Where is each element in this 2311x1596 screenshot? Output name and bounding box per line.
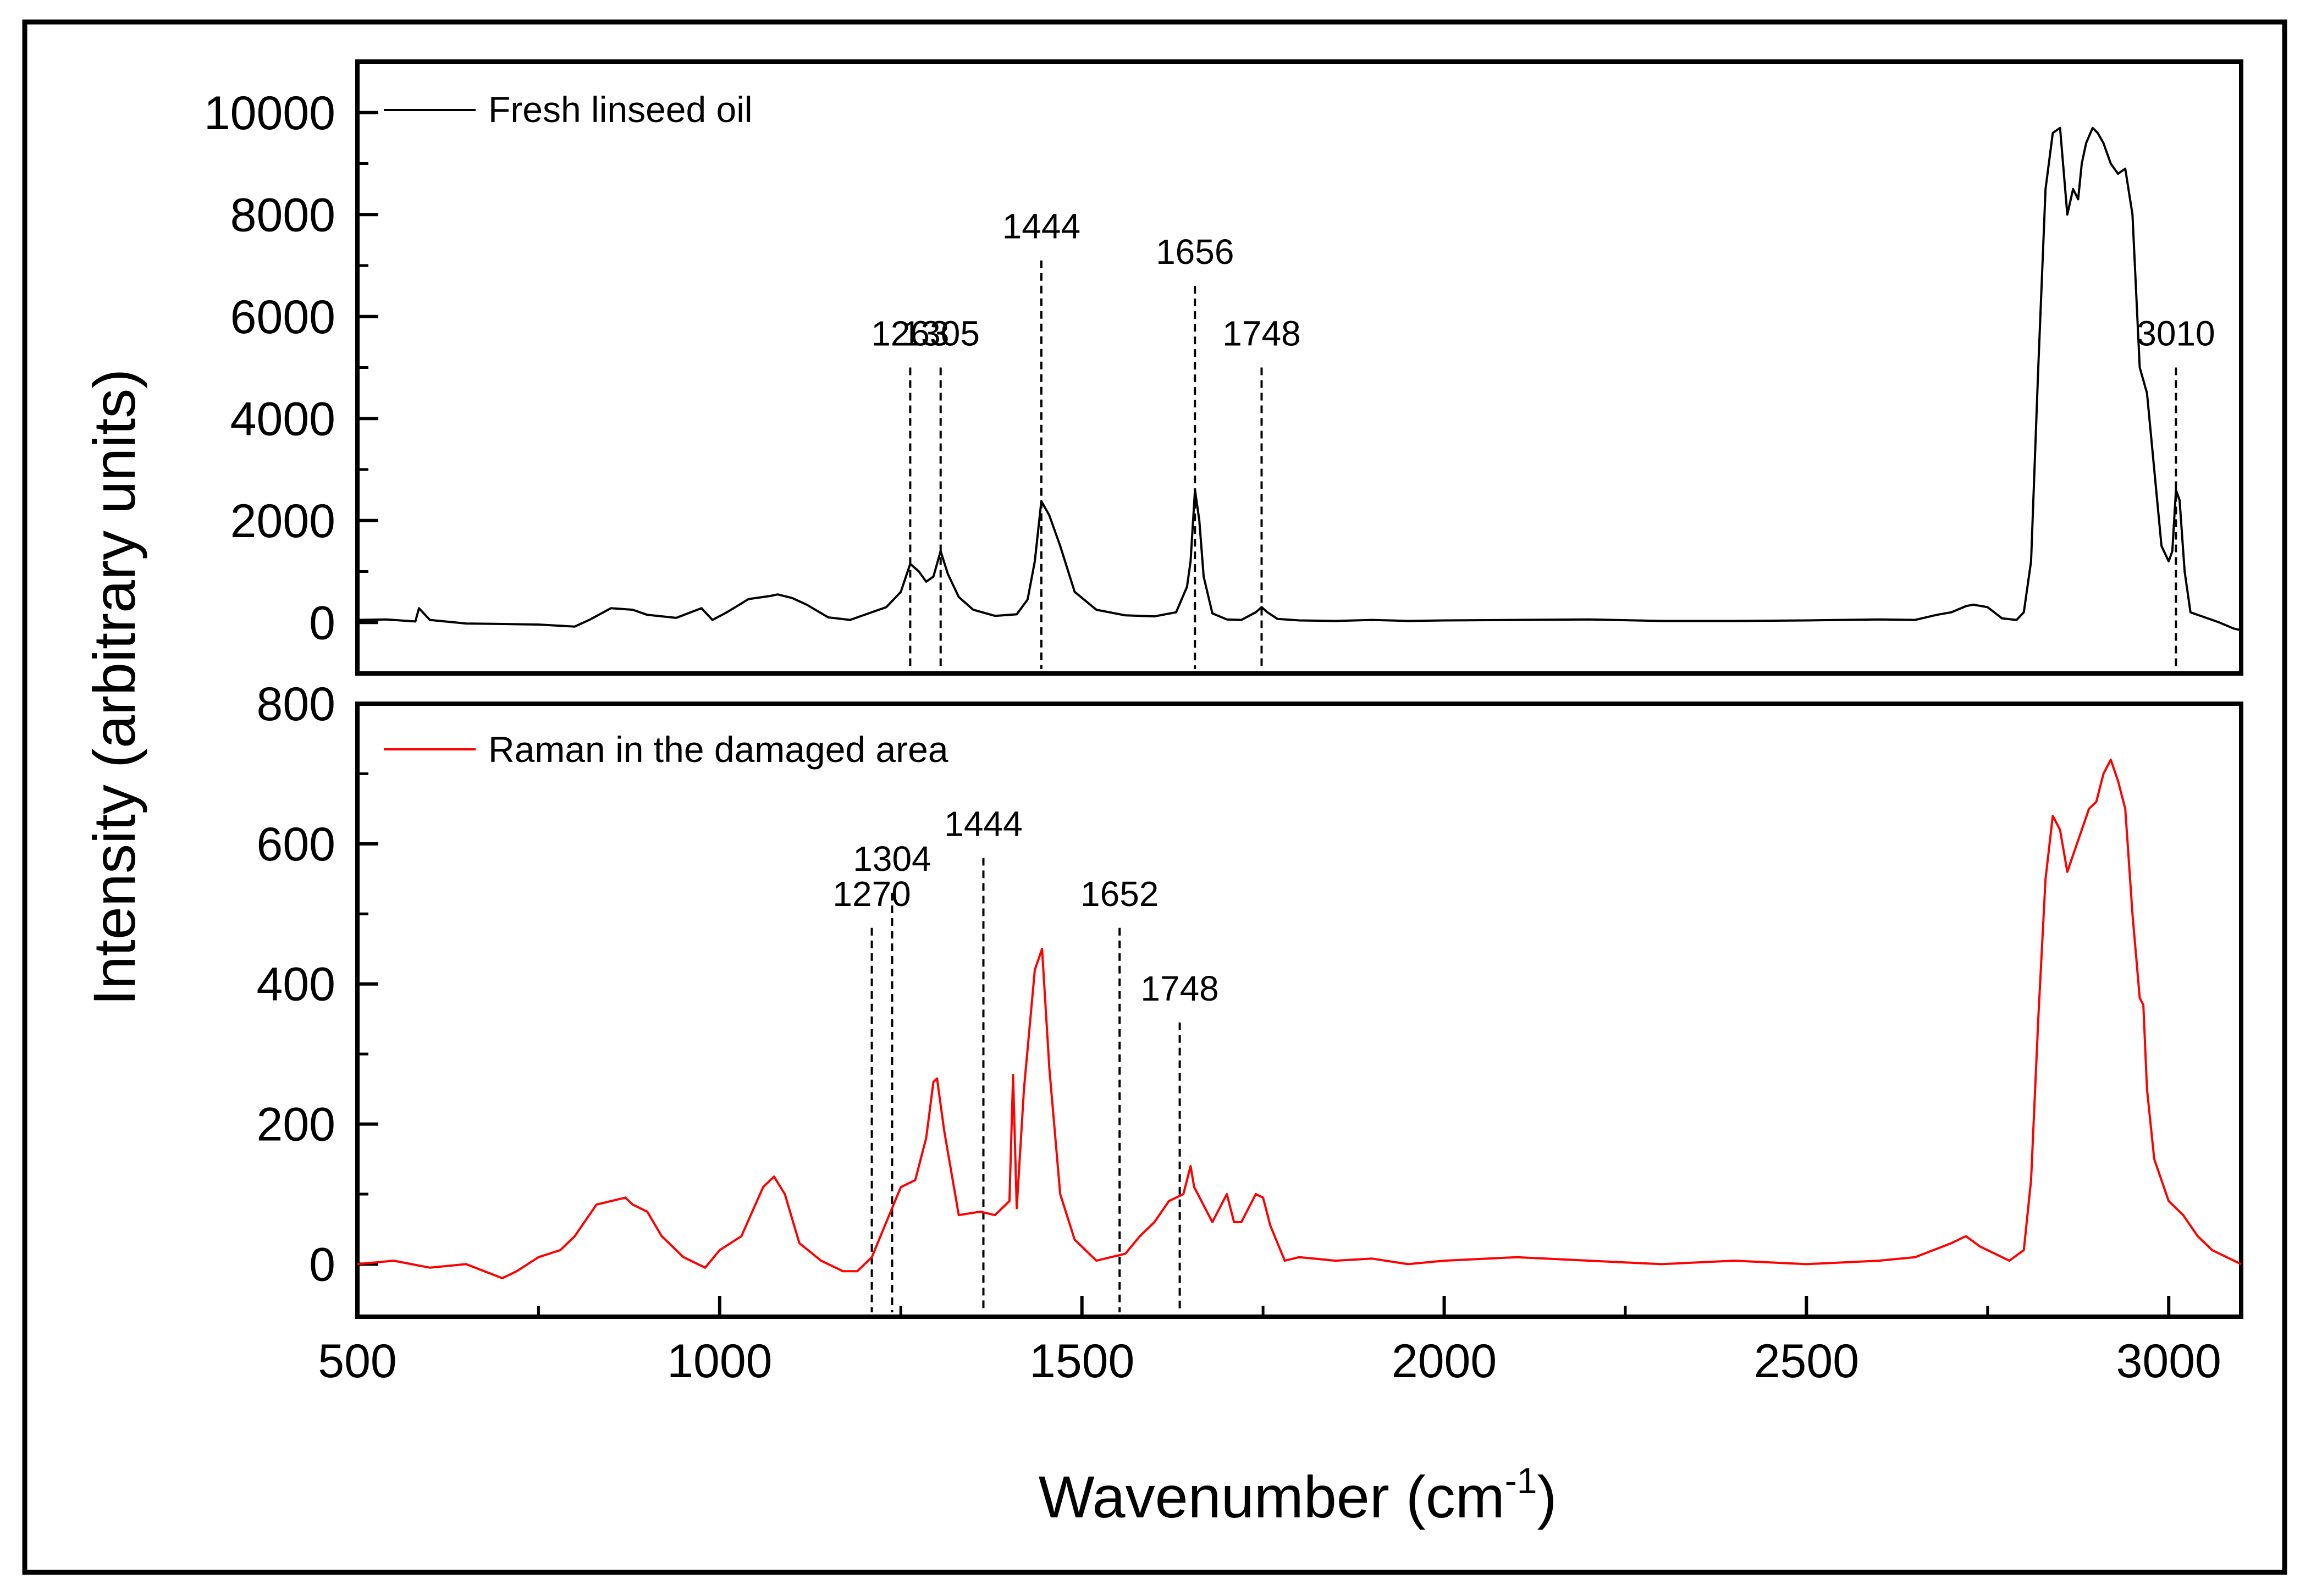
outer-frame bbox=[22, 19, 2287, 1575]
panel-bottom-legend: Raman in the damaged area bbox=[384, 729, 948, 770]
bottom-peak-label-1444: 1444 bbox=[944, 804, 1022, 843]
legend-label-raman-damaged-area: Raman in the damaged area bbox=[488, 729, 948, 770]
top-peak-label-1263: 1263 bbox=[871, 314, 949, 354]
panel-bottom: Raman in the damaged area 0200400600800 … bbox=[257, 678, 2243, 1388]
top-y-tick-label: 8000 bbox=[230, 189, 335, 241]
legend-label-fresh-linseed-oil: Fresh linseed oil bbox=[488, 89, 753, 130]
x-axis-title-superscript: -1 bbox=[1505, 1460, 1537, 1501]
bottom-y-tick-label: 800 bbox=[257, 678, 336, 731]
x-tick-label: 2500 bbox=[1754, 1335, 1859, 1388]
top-peak-label-1305: 1305 bbox=[902, 314, 980, 354]
top-series-line-0 bbox=[357, 126, 2242, 632]
top-y-tick-label: 10000 bbox=[204, 87, 335, 140]
y-axis-title: Intensity (arbitrary units) bbox=[81, 369, 147, 1006]
top-series-group bbox=[357, 126, 2242, 632]
top-y-tick-label: 4000 bbox=[230, 393, 335, 445]
bottom-peak-label-1304: 1304 bbox=[853, 839, 931, 879]
top-y-axis-ticks: 0 2000 4000 6000 8000 10000 bbox=[204, 60, 378, 649]
bottom-series-group bbox=[357, 758, 2242, 1279]
x-tick-label: 500 bbox=[318, 1335, 397, 1388]
panel-top-legend: Fresh linseed oil bbox=[384, 89, 753, 130]
x-axis-ticks: 500 1000 1500 2000 2500 3000 bbox=[318, 1296, 2221, 1388]
bottom-y-axis-ticks: 0 200 400 600 800 bbox=[257, 678, 378, 1291]
top-y-tick-label: 6000 bbox=[230, 291, 335, 344]
x-axis-title-end: ) bbox=[1537, 1464, 1557, 1530]
panel-top: Fresh linseed oil 0 2000 4000 6000 8000 10000… bbox=[204, 59, 2243, 676]
bottom-peak-label-1652: 1652 bbox=[1080, 874, 1159, 914]
bottom-peak-label-1270: 1270 bbox=[832, 874, 911, 914]
x-tick-label: 1500 bbox=[1029, 1335, 1134, 1388]
x-tick-label: 3000 bbox=[2116, 1335, 2221, 1388]
x-tick-label: 2000 bbox=[1392, 1335, 1497, 1388]
bottom-peak-label-1748: 1748 bbox=[1140, 969, 1218, 1008]
top-y-tick-label: 0 bbox=[309, 597, 335, 649]
bottom-y-tick-label: 200 bbox=[257, 1098, 336, 1151]
bottom-series-line-0 bbox=[357, 758, 2242, 1279]
top-y-tick-label: 2000 bbox=[230, 495, 335, 548]
x-tick-label: 1000 bbox=[667, 1335, 772, 1388]
panel-bottom-frame bbox=[355, 702, 2243, 1319]
bottom-y-tick-label: 400 bbox=[257, 958, 336, 1011]
bottom-y-tick-label: 0 bbox=[309, 1238, 335, 1291]
top-peak-label-1444: 1444 bbox=[1002, 207, 1080, 246]
x-axis-title-main: Wavenumber (cm bbox=[1039, 1464, 1505, 1530]
top-peak-label-1656: 1656 bbox=[1156, 232, 1234, 272]
top-peak-label-3010: 3010 bbox=[2137, 314, 2215, 354]
top-peak-label-1748: 1748 bbox=[1222, 314, 1300, 354]
x-axis-title: Wavenumber (cm-1) bbox=[1039, 1460, 1557, 1530]
bottom-y-tick-label: 600 bbox=[257, 818, 336, 871]
